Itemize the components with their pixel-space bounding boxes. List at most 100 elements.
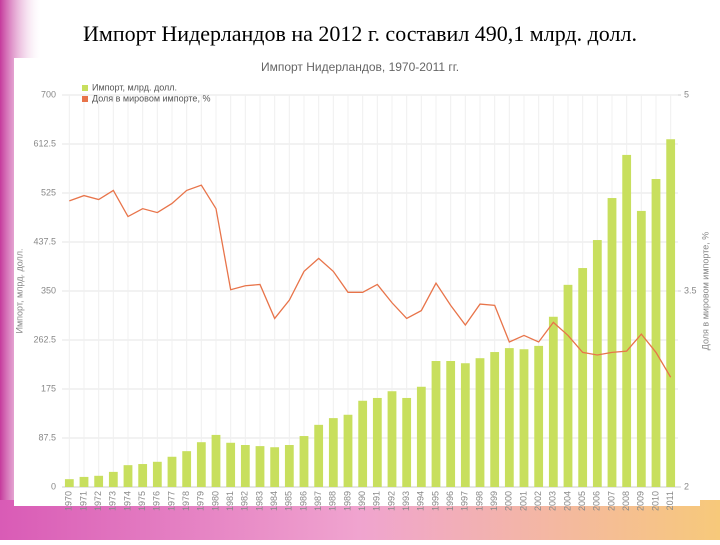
x-tick-label: 1982 xyxy=(240,491,250,511)
y2-axis-label: Доля в мировом импорте, % xyxy=(700,232,710,350)
bar xyxy=(64,479,74,487)
bar xyxy=(314,424,324,487)
bar xyxy=(196,442,206,487)
bar xyxy=(387,391,397,487)
x-tick-label: 1974 xyxy=(122,491,132,511)
x-tick-label: 2004 xyxy=(562,491,572,511)
bar xyxy=(152,461,162,487)
x-tick-label: 1990 xyxy=(357,491,367,511)
line xyxy=(69,184,672,378)
y-tick-label: 437.5 xyxy=(33,236,56,246)
y-tick-label: 87.5 xyxy=(38,432,56,442)
bar xyxy=(94,475,104,487)
x-tick-label: 1979 xyxy=(196,491,206,511)
x-tick-label: 2010 xyxy=(650,491,660,511)
bar xyxy=(138,464,148,487)
bar xyxy=(504,348,514,487)
bar xyxy=(226,442,236,487)
bar xyxy=(79,476,89,487)
x-tick-label: 2000 xyxy=(504,491,514,511)
x-tick-label: 1987 xyxy=(313,491,323,511)
bar xyxy=(475,358,485,487)
x-tick-label: 1977 xyxy=(166,491,176,511)
x-tick-label: 1997 xyxy=(460,491,470,511)
bar xyxy=(607,198,617,488)
x-tick-label: 2007 xyxy=(606,491,616,511)
x-tick-label: 2011 xyxy=(665,491,675,510)
legend-swatch xyxy=(82,96,88,102)
bar xyxy=(123,465,133,487)
legend-swatch xyxy=(82,85,88,91)
bar xyxy=(636,210,646,488)
x-tick-label: 1995 xyxy=(430,491,440,511)
bar xyxy=(519,349,529,487)
x-tick-label: 1973 xyxy=(108,491,118,511)
bar xyxy=(108,471,118,487)
bar xyxy=(402,397,412,487)
x-tick-label: 1976 xyxy=(152,491,162,511)
x-tick-label: 1980 xyxy=(210,491,220,511)
bar xyxy=(372,397,382,487)
x-tick-label: 1983 xyxy=(254,491,264,511)
y-tick-label: 700 xyxy=(41,89,56,99)
bar xyxy=(182,451,192,487)
bar xyxy=(446,361,456,487)
x-tick-label: 2001 xyxy=(518,491,528,511)
x-tick-label: 1992 xyxy=(386,491,396,511)
x-tick-label: 1972 xyxy=(93,491,103,511)
slide-title: Импорт Нидерландов на 2012 г. составил 4… xyxy=(83,21,637,46)
bar xyxy=(270,447,280,487)
x-tick-label: 1986 xyxy=(298,491,308,511)
x-tick-label: 1971 xyxy=(78,491,88,511)
bar xyxy=(328,418,338,487)
x-tick-label: 2002 xyxy=(533,491,543,511)
bar xyxy=(240,445,250,487)
x-tick-label: 1988 xyxy=(328,491,338,511)
x-tick-label: 2006 xyxy=(592,491,602,511)
y-tick-label: 612.5 xyxy=(33,138,56,148)
bar xyxy=(490,352,500,487)
bar xyxy=(284,445,294,487)
y-axis-label: Импорт, млрд. долл. xyxy=(14,248,24,333)
y2-tick-label: 5 xyxy=(684,89,689,99)
y-tick-label: 350 xyxy=(41,285,56,295)
x-tick-label: 1978 xyxy=(181,491,191,511)
x-tick-label: 1981 xyxy=(225,491,235,511)
x-tick-label: 1985 xyxy=(284,491,294,511)
bar xyxy=(431,361,441,487)
x-tick-label: 1996 xyxy=(445,491,455,511)
bottom-decoration xyxy=(0,500,720,540)
x-tick-label: 1993 xyxy=(401,491,411,511)
y-tick-label: 262.5 xyxy=(33,334,56,344)
x-tick-label: 1970 xyxy=(64,491,74,511)
x-tick-label: 2009 xyxy=(636,491,646,511)
bar xyxy=(622,154,632,488)
bar xyxy=(578,268,588,487)
y-tick-label: 0 xyxy=(51,481,56,491)
y2-tick-label: 3.5 xyxy=(684,285,697,295)
x-tick-label: 1989 xyxy=(342,491,352,511)
bar xyxy=(299,436,309,487)
bar xyxy=(167,456,177,487)
bar xyxy=(548,316,558,487)
bar xyxy=(211,434,221,487)
bar xyxy=(358,400,368,487)
x-tick-label: 2008 xyxy=(621,491,631,511)
legend-label: Импорт, млрд. долл. xyxy=(92,82,177,92)
x-tick-label: 1994 xyxy=(416,491,426,511)
bar xyxy=(343,414,353,487)
x-tick-label: 2005 xyxy=(577,491,587,511)
bar xyxy=(255,446,265,487)
y-tick-label: 525 xyxy=(41,187,56,197)
x-tick-label: 1975 xyxy=(137,491,147,511)
x-tick-label: 1991 xyxy=(372,491,382,511)
x-tick-label: 2003 xyxy=(548,491,558,511)
x-tick-label: 1998 xyxy=(474,491,484,511)
bar xyxy=(534,345,544,487)
y2-tick-label: 2 xyxy=(684,481,689,491)
y-tick-label: 175 xyxy=(41,383,56,393)
bar xyxy=(416,386,426,487)
x-tick-label: 1984 xyxy=(269,491,279,511)
legend-label: Доля в мировом импорте, % xyxy=(92,93,210,103)
